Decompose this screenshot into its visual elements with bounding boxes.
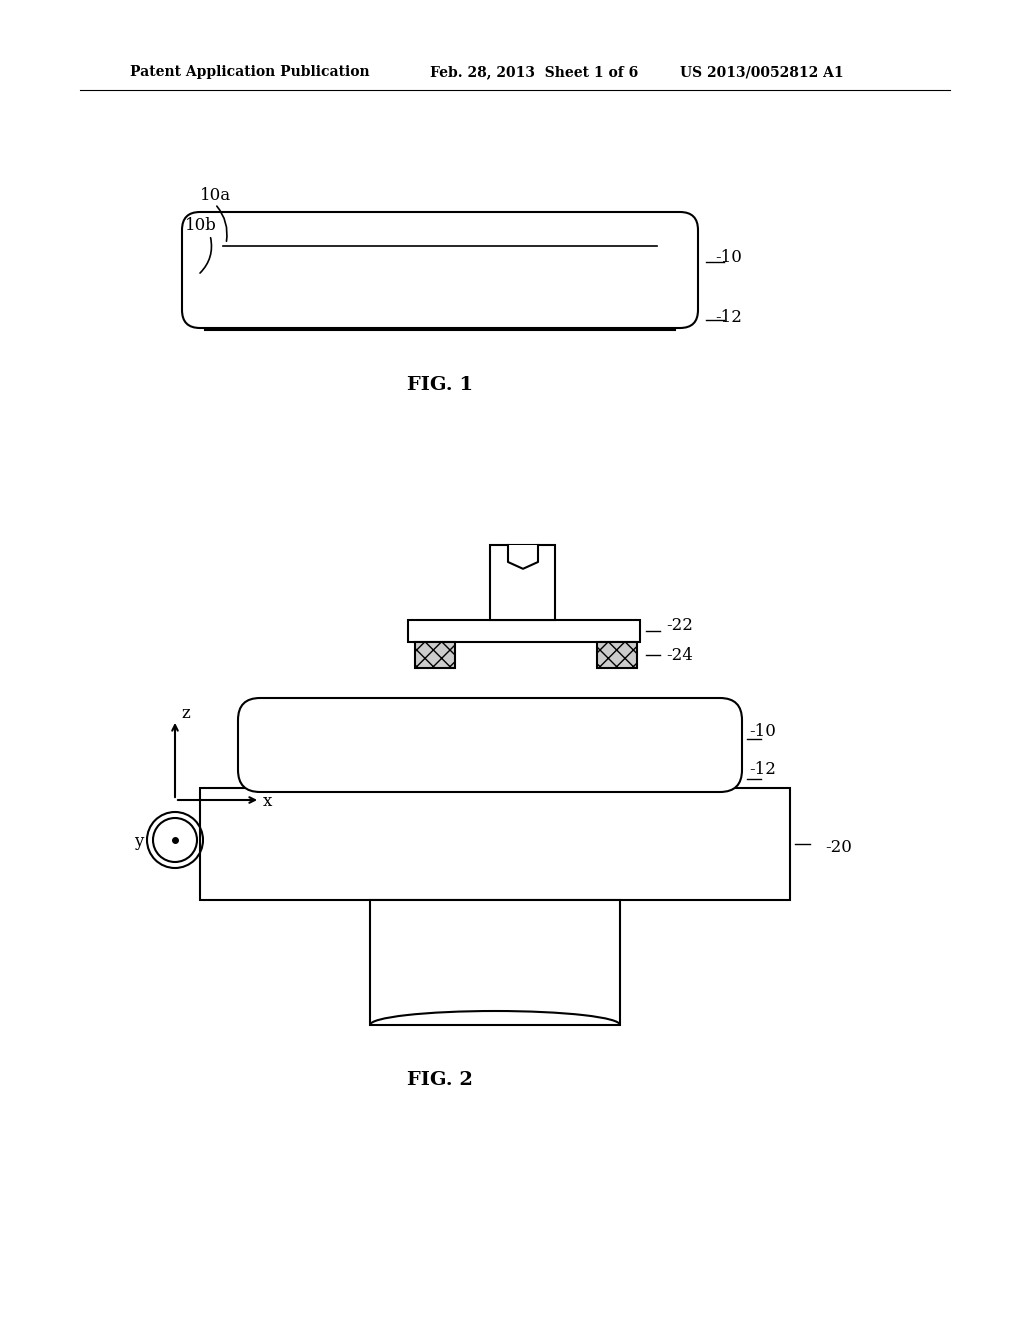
Text: -24: -24 (666, 647, 693, 664)
Text: Patent Application Publication: Patent Application Publication (130, 65, 370, 79)
Text: 10b: 10b (185, 216, 217, 234)
Bar (490, 545, 555, 620)
Text: -10: -10 (749, 723, 776, 741)
Text: -12: -12 (749, 762, 776, 779)
Text: US 2013/0052812 A1: US 2013/0052812 A1 (680, 65, 844, 79)
Text: -20: -20 (825, 840, 852, 857)
Text: 10a: 10a (200, 187, 231, 205)
Bar (408, 620, 640, 642)
Text: z: z (181, 705, 189, 722)
Text: -22: -22 (666, 616, 693, 634)
Text: FIG. 1: FIG. 1 (407, 376, 473, 393)
Bar (268, 770, 712, 788)
Text: FIG. 2: FIG. 2 (408, 1071, 473, 1089)
Bar (597, 642, 637, 668)
Bar (205, 310, 675, 330)
Text: -10: -10 (715, 249, 741, 267)
Bar (415, 642, 455, 668)
Text: y: y (133, 833, 143, 850)
FancyBboxPatch shape (238, 698, 742, 792)
FancyBboxPatch shape (182, 213, 698, 327)
Polygon shape (508, 545, 538, 569)
Text: x: x (263, 793, 272, 810)
Bar (200, 788, 790, 900)
Text: Feb. 28, 2013  Sheet 1 of 6: Feb. 28, 2013 Sheet 1 of 6 (430, 65, 638, 79)
Text: -12: -12 (715, 309, 741, 326)
Bar (370, 900, 620, 1026)
